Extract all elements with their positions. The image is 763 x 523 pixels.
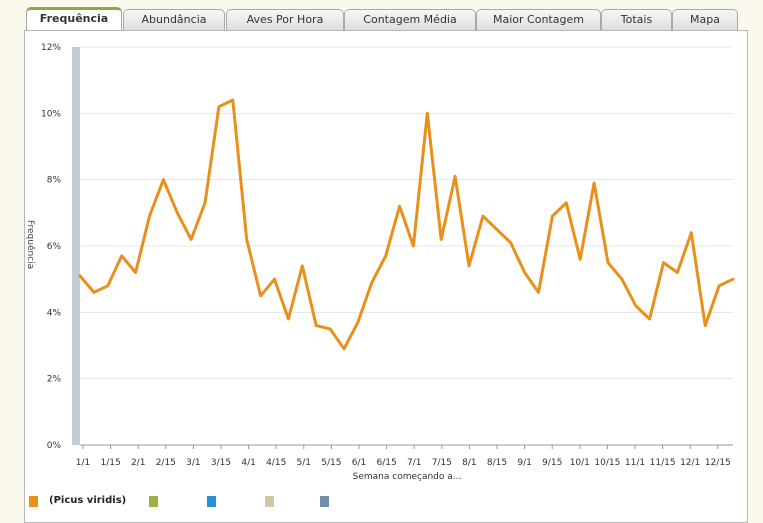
tab-frequ-ncia[interactable]: Frequência [26,7,122,30]
y-tick-label: 6% [47,242,62,252]
y-tick-label: 10% [41,109,61,119]
x-axis-label: Semana começando a... [353,472,462,482]
x-tick-label: 5/15 [321,458,341,468]
x-tick-label: 10/15 [594,458,620,468]
x-tick-label: 1/15 [100,458,120,468]
x-tick-label: 7/15 [432,458,452,468]
y-tick-label: 4% [47,308,62,318]
tab-contagem-m-dia[interactable]: Contagem Média [344,9,476,30]
x-tick-label: 3/1 [186,458,200,468]
x-tick-label: 6/1 [352,458,366,468]
x-tick-label: 8/15 [487,458,507,468]
legend-swatch [207,496,216,507]
y-tick-label: 12% [41,43,61,53]
x-tick-label: 9/1 [517,458,531,468]
tab-mapa[interactable]: Mapa [672,9,738,30]
x-tick-label: 5/1 [297,458,311,468]
x-tick-label: 12/15 [705,458,731,468]
x-tick-label: 11/1 [625,458,645,468]
x-tick-label: 4/15 [266,458,286,468]
x-tick-label: 7/1 [407,458,421,468]
x-tick-label: 8/1 [462,458,476,468]
x-tick-label: 2/1 [131,458,145,468]
x-tick-label: 3/15 [211,458,231,468]
tab-abund-ncia[interactable]: Abundância [123,9,225,30]
x-tick-label: 2/15 [156,458,176,468]
chart-panel [24,30,748,523]
x-tick-label: 4/1 [241,458,255,468]
y-tick-label: 2% [47,375,62,385]
y-axis-label: Frequência [25,220,36,269]
x-tick-label: 6/15 [376,458,396,468]
x-tick-label: 9/15 [542,458,562,468]
series-line-picus-viridis [78,98,735,351]
legend-swatch [149,496,158,507]
y-tick-label: 8% [47,176,62,186]
legend-swatch [265,496,274,507]
y-tick-label: 0% [47,441,62,451]
x-tick-label: 10/1 [570,458,590,468]
legend-swatch [29,496,38,507]
legend-swatch [320,496,329,507]
tab-aves-por-hora[interactable]: Aves Por Hora [226,9,344,30]
tab-totais[interactable]: Totais [601,9,672,30]
y-axis-band [72,47,80,445]
x-tick-label: 12/1 [680,458,700,468]
x-tick-label: 1/1 [76,458,90,468]
tab-maior-contagem[interactable]: Maior Contagem [476,9,601,30]
legend-label: (Picus viridis) [49,495,127,506]
x-tick-label: 11/15 [650,458,676,468]
